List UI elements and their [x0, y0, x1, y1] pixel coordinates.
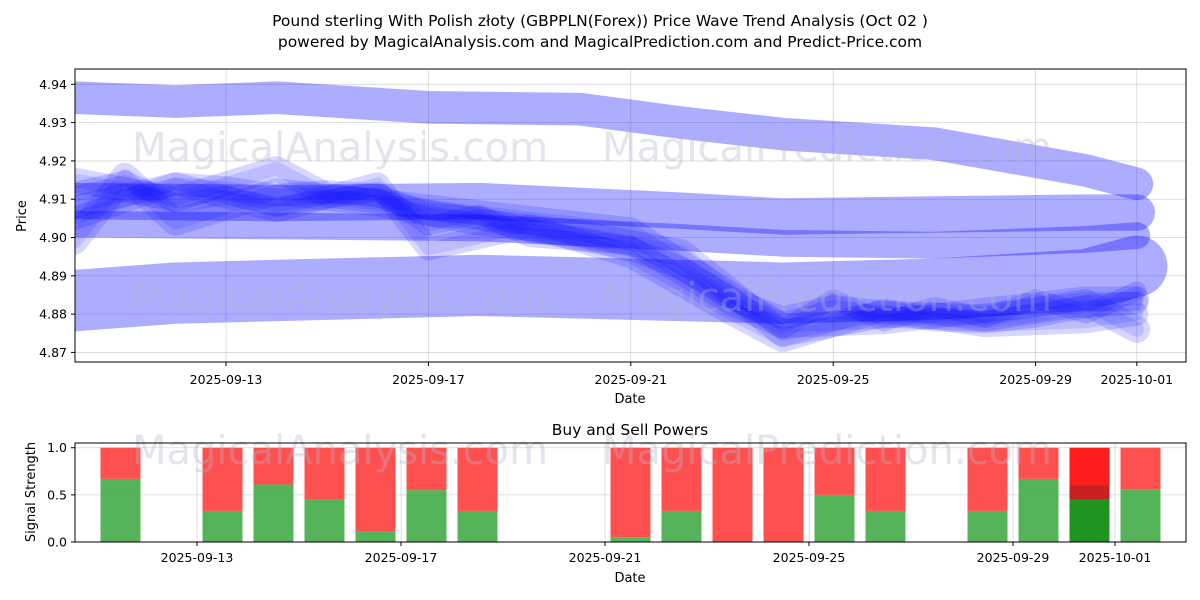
power-y-tick-label: 1.0	[47, 440, 67, 455]
watermark: MagicalPrediction.com	[602, 125, 1052, 171]
buy-bar	[661, 510, 702, 542]
price-wave-band	[75, 182, 1155, 235]
power-x-tick-label: 2025-09-21	[569, 550, 642, 565]
watermark: MagicalAnalysis.com	[132, 275, 548, 321]
power-y-tick-label: 0.5	[47, 487, 67, 502]
power-chart-title: Buy and Sell Powers	[552, 421, 709, 439]
price-x-label: Date	[614, 392, 645, 407]
power-bars	[100, 447, 1161, 542]
buy-bar	[610, 537, 651, 542]
watermark: MagicalAnalysis.com	[132, 428, 548, 474]
sell-bar	[304, 447, 345, 500]
price-x-tick-label: 2025-09-29	[999, 372, 1072, 387]
price-wave-band	[75, 170, 1147, 339]
price-x-tick-label: 2025-09-25	[797, 372, 870, 387]
buy-bar	[457, 510, 498, 542]
power-x-tick-label: 2025-09-17	[365, 550, 438, 565]
price-y-tick-label: 4.93	[39, 115, 67, 130]
price-wave-band	[75, 235, 1168, 332]
price-y-tick-label: 4.90	[39, 230, 67, 245]
price-wave-band	[75, 172, 1149, 334]
buy-bar	[100, 478, 141, 542]
sell-bar	[202, 447, 243, 511]
price-chart: MagicalAnalysis.com MagicalPrediction.co…	[15, 68, 1187, 407]
buy-bar	[1018, 478, 1059, 542]
sell-bar	[355, 447, 396, 532]
price-y-tick-label: 4.88	[39, 307, 67, 322]
sell-bar	[457, 447, 498, 511]
price-y-tick-label: 4.91	[39, 192, 67, 207]
power-x-tick-label: 2025-09-25	[773, 550, 846, 565]
power-axes-frame	[74, 442, 1187, 543]
sell-bar	[406, 447, 447, 491]
buy-bar	[1069, 499, 1110, 542]
price-y-ticks: 4.87 4.88 4.89 4.90 4.91 4.92 4.93 4.94	[39, 77, 75, 360]
price-wave-band	[75, 210, 1151, 259]
price-wave-band-core	[75, 161, 1144, 333]
power-x-tick-label: 2025-09-13	[161, 550, 234, 565]
sell-bar	[1018, 447, 1059, 479]
price-wave-band-core	[75, 177, 1144, 348]
price-y-label: Price	[15, 200, 30, 232]
figure-title: Pound sterling With Polish złoty (GBPPLN…	[272, 12, 928, 30]
price-wave-band-core	[75, 174, 1143, 335]
price-bands-clip	[75, 81, 1168, 353]
buy-bar	[202, 510, 243, 542]
buy-bar	[304, 499, 345, 542]
price-x-tick-label: 2025-09-21	[594, 372, 667, 387]
sell-bar	[1120, 447, 1161, 490]
sell-bar	[814, 447, 855, 495]
price-x-tick-label: 2025-09-13	[190, 372, 263, 387]
buy-bar	[967, 510, 1008, 542]
sell-bar	[712, 447, 753, 542]
buy-bar	[406, 490, 447, 542]
power-y-ticks: 0.0 0.5 1.0	[47, 440, 75, 550]
figure-subtitle: powered by MagicalAnalysis.com and Magic…	[278, 33, 922, 51]
price-wave-band-core	[75, 177, 1144, 329]
sell-bar	[661, 447, 702, 511]
buy-bar	[865, 510, 906, 542]
watermark: MagicalPrediction.com	[602, 428, 1052, 474]
power-x-label: Date	[614, 571, 645, 586]
power-chart: Buy and Sell Powers MagicalAnalysis.com …	[24, 421, 1187, 586]
price-y-tick-label: 4.92	[39, 153, 67, 168]
buy-bar	[253, 484, 294, 542]
watermark: MagicalPrediction.com	[602, 275, 1052, 321]
price-wave-bands	[75, 81, 1168, 353]
buy-bar	[814, 494, 855, 542]
sell-bar	[253, 447, 294, 485]
price-x-tick-label: 2025-10-01	[1100, 372, 1173, 387]
power-x-tick-label: 2025-09-29	[977, 550, 1050, 565]
sell-bar	[763, 447, 804, 542]
sell-bar	[610, 447, 651, 538]
price-y-tick-label: 4.87	[39, 345, 67, 360]
buy-bar	[355, 531, 396, 542]
price-y-tick-label: 4.89	[39, 268, 67, 283]
buy-bar	[1120, 489, 1161, 542]
power-y-tick-label: 0.0	[47, 535, 67, 550]
buy-sell-overlap	[1069, 485, 1110, 500]
power-x-ticks: 2025-09-13 2025-09-17 2025-09-21 2025-09-25…	[161, 542, 1152, 565]
sell-bar	[967, 447, 1008, 511]
sell-bar	[100, 447, 141, 479]
price-wave-band	[75, 156, 1150, 339]
price-x-tick-label: 2025-09-17	[392, 372, 465, 387]
price-x-ticks: 2025-09-13 2025-09-17 2025-09-21 2025-09-25…	[190, 362, 1173, 387]
power-y-label: Signal Strength	[24, 442, 39, 542]
price-y-tick-label: 4.94	[39, 77, 67, 92]
power-x-tick-label: 2025-10-01	[1079, 550, 1152, 565]
price-wave-band	[75, 172, 1149, 353]
price-wave-band	[75, 81, 1154, 201]
price-grid	[75, 69, 1186, 362]
price-wave-band	[75, 162, 1151, 347]
price-wave-band-core	[75, 168, 1145, 341]
sell-bar	[865, 447, 906, 511]
watermark: MagicalAnalysis.com	[132, 125, 548, 171]
